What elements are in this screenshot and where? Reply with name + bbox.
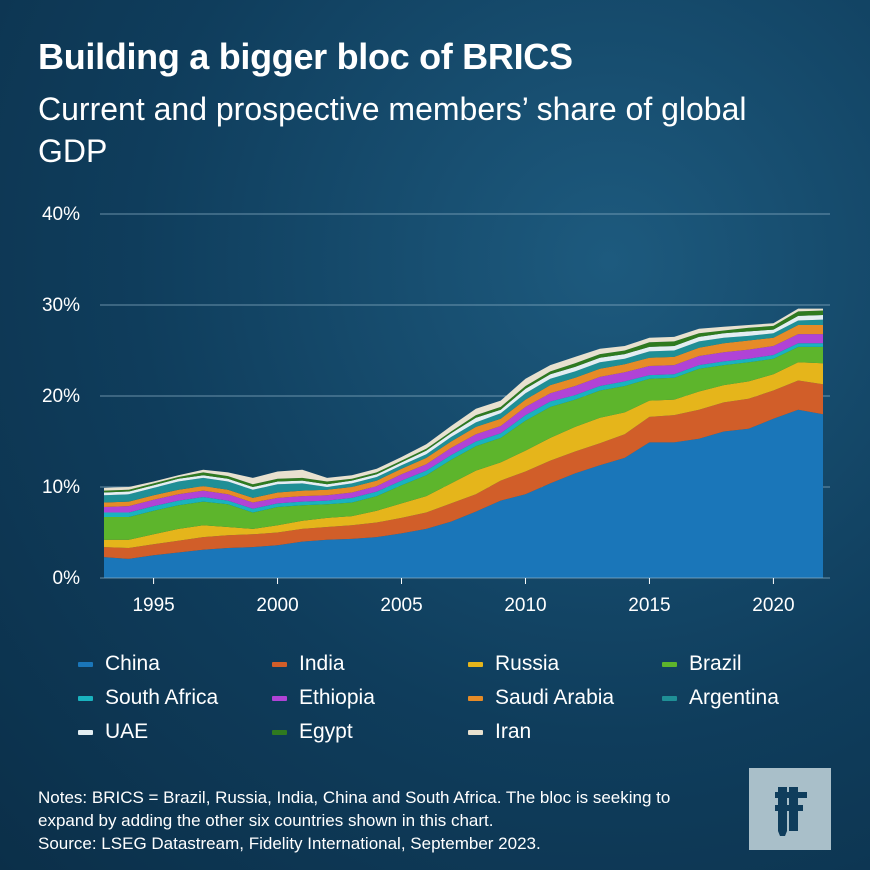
- legend-label: Ethiopia: [299, 686, 375, 709]
- legend-swatch: [78, 729, 93, 735]
- legend-swatch: [272, 695, 287, 701]
- area-china: [104, 409, 823, 578]
- legend-label: China: [105, 652, 160, 675]
- legend-item-china: China: [78, 652, 160, 676]
- x-tick-label: 1995: [132, 595, 174, 616]
- stacked-area-chart: 0% 10% 20% 30% 40% 1995 2000 2005 2010 2015 2020: [42, 204, 830, 616]
- legend-swatch: [272, 661, 287, 667]
- area-saudi-arabia: [104, 325, 823, 507]
- x-tick-label: 2015: [628, 595, 670, 616]
- area-india: [104, 380, 823, 559]
- x-tick-label: 2005: [380, 595, 422, 616]
- y-tick-label: 0%: [53, 568, 81, 589]
- legend-swatch: [468, 661, 483, 667]
- area-uae: [104, 315, 823, 496]
- chart-subtitle: Current and prospective members’ share o…: [38, 91, 747, 169]
- legend-item-egypt: Egypt: [272, 720, 353, 744]
- fidelity-logo: [749, 768, 831, 850]
- legend-swatch: [662, 695, 677, 701]
- legend-item-saudi-arabia: Saudi Arabia: [468, 686, 614, 710]
- x-tick-label: 2000: [256, 595, 298, 616]
- legend-item-brazil: Brazil: [662, 652, 742, 676]
- legend-item-india: India: [272, 652, 345, 676]
- area-argentina: [104, 319, 823, 503]
- chart-title: Building a bigger bloc of BRICS: [38, 36, 573, 77]
- legend-item-russia: Russia: [468, 652, 559, 676]
- legend-item-uae: UAE: [78, 720, 148, 744]
- area-south-africa: [104, 343, 823, 517]
- legend-label: Brazil: [689, 652, 742, 675]
- area-russia: [104, 362, 823, 548]
- legend-label: Russia: [495, 652, 560, 675]
- y-tick-label: 10%: [42, 477, 80, 498]
- legend-swatch: [272, 729, 287, 735]
- fidelity-f-icon: [775, 787, 807, 836]
- y-tick-label: 20%: [42, 386, 80, 407]
- area-iran: [104, 308, 823, 491]
- legend-swatch: [468, 695, 483, 701]
- source-text: Source: LSEG Datastream, Fidelity Intern…: [38, 834, 541, 853]
- legend-label: Saudi Arabia: [495, 686, 615, 709]
- legend-label: India: [299, 652, 345, 675]
- y-tick-label: 40%: [42, 204, 80, 225]
- area-egypt: [104, 310, 823, 493]
- legend-item-ethiopia: Ethiopia: [272, 686, 375, 710]
- legend-swatch: [468, 729, 483, 735]
- legend-swatch: [662, 661, 677, 667]
- area-ethiopia: [104, 334, 823, 513]
- notes-text: Notes: BRICS = Brazil, Russia, India, Ch…: [38, 788, 671, 830]
- chart-notes: Notes: BRICS = Brazil, Russia, India, Ch…: [38, 786, 678, 855]
- area-brazil: [104, 346, 823, 540]
- legend-item-south-africa: South Africa: [78, 686, 218, 710]
- legend-item-argentina: Argentina: [662, 686, 779, 710]
- legend-label: Egypt: [299, 720, 353, 743]
- x-tick-label: 2010: [504, 595, 546, 616]
- legend-swatch: [78, 661, 93, 667]
- legend-label: Argentina: [689, 686, 779, 709]
- legend-item-iran: Iran: [468, 720, 531, 744]
- legend-label: Iran: [495, 720, 532, 743]
- x-tick-label: 2020: [752, 595, 794, 616]
- y-tick-label: 30%: [42, 295, 80, 316]
- legend-label: South Africa: [105, 686, 219, 709]
- legend-label: UAE: [105, 720, 149, 743]
- legend-swatch: [78, 695, 93, 701]
